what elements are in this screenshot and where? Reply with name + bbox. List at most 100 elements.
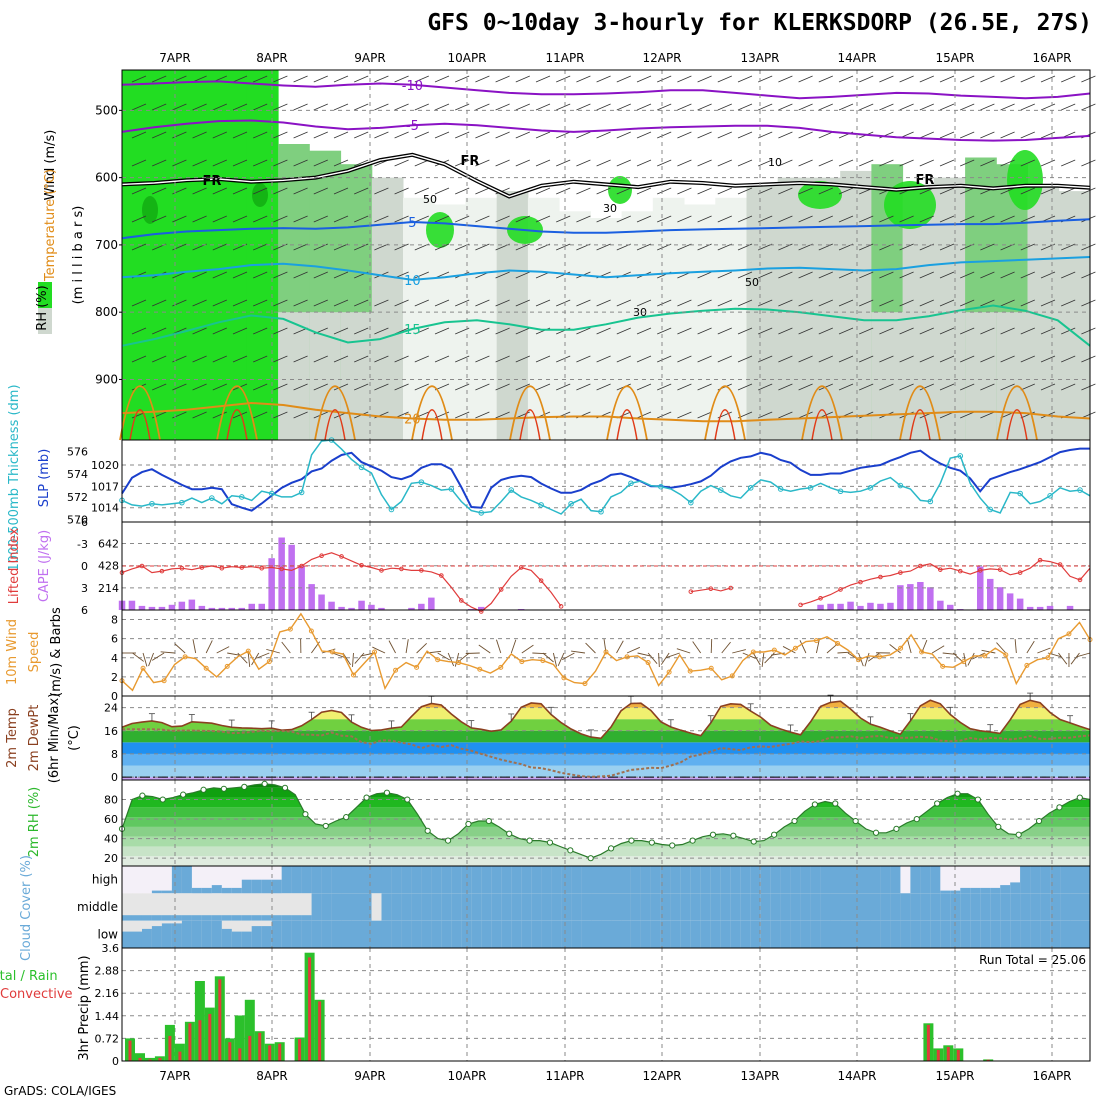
wind-barb — [758, 243, 773, 251]
temp-band — [122, 777, 1090, 780]
cloud-clear — [191, 866, 203, 894]
cloud-cell — [151, 890, 163, 894]
wind-barb — [657, 215, 672, 223]
cape-bar — [358, 600, 365, 610]
wind-barb — [1020, 75, 1035, 83]
wind-barb — [515, 411, 530, 419]
cloud-cell — [521, 893, 532, 921]
rh-band — [122, 856, 1090, 866]
wind-barb — [354, 131, 369, 139]
cloud-cell — [830, 893, 841, 921]
wind-barb — [535, 215, 551, 223]
wind-point — [224, 663, 230, 669]
rh-contour-label: 50 — [423, 193, 437, 206]
wind-barb — [636, 383, 652, 391]
wind-barb — [838, 383, 854, 391]
wind-barb — [434, 355, 450, 363]
wind-point — [203, 665, 209, 671]
wind-barb — [818, 131, 833, 139]
cloud-cell — [581, 893, 592, 921]
wind-barb — [1020, 299, 1035, 307]
wind-barb — [192, 103, 207, 111]
cloud-cell — [541, 866, 552, 894]
wind-barb — [293, 355, 308, 363]
y-tick-label: 0 — [111, 771, 118, 784]
y-tick-label: 6 — [111, 633, 118, 646]
rh-point — [771, 831, 778, 838]
li-tick-label: -6 — [77, 516, 88, 529]
isotherm-hot — [421, 408, 443, 441]
cloud-cell — [301, 866, 312, 894]
wind-barb — [394, 299, 409, 307]
li-point — [439, 573, 444, 578]
isotherm-10 — [121, 256, 1091, 281]
wind-barb — [1040, 75, 1056, 83]
li-point — [818, 595, 823, 601]
cloud-cell — [970, 893, 981, 921]
cloud-cell — [181, 866, 193, 894]
date-label: 12APR — [642, 51, 681, 65]
cloud-cell — [980, 893, 991, 921]
wind-barb — [939, 215, 955, 223]
thickness-tick-label: 576 — [67, 445, 88, 458]
isotherm--5 — [121, 119, 1091, 142]
wind-barb — [939, 159, 955, 167]
wind-barb — [778, 159, 793, 167]
cloud-cell — [241, 931, 253, 948]
rh-point — [546, 839, 554, 846]
rh-colorbar-label: RH (%) — [35, 285, 50, 330]
wind-barb — [859, 355, 874, 363]
isotherm--10 — [121, 80, 1091, 100]
wind-barb — [657, 187, 672, 195]
cloud-cell — [381, 866, 392, 894]
wind-barb — [495, 299, 510, 307]
rh-cell — [871, 312, 904, 440]
wind-barb — [576, 103, 591, 111]
cloud-cell — [341, 920, 352, 948]
cloud-cell — [970, 920, 981, 948]
cloud-cell — [780, 893, 791, 921]
cloud-cell — [401, 866, 412, 894]
wind-barb — [798, 103, 813, 111]
wind-barb — [960, 383, 975, 391]
wind-barb — [1000, 187, 1015, 195]
wind-barb — [212, 131, 227, 139]
wind-barb — [333, 299, 349, 307]
cloud-cell — [660, 866, 672, 894]
cloud-cell — [221, 887, 233, 894]
wind-barb — [1040, 299, 1056, 307]
wind-barb — [636, 131, 652, 139]
cape-tick-label: 428 — [98, 560, 119, 573]
cloud-cell — [521, 866, 532, 894]
wind-barb — [737, 131, 753, 139]
wind-barb — [1000, 327, 1015, 335]
li-point — [458, 598, 464, 603]
thickness-point — [807, 485, 814, 491]
isotherm-label: 10 — [404, 274, 421, 289]
cloud-cell — [640, 920, 652, 948]
cloud-cell — [1010, 893, 1021, 921]
wind-barb — [859, 159, 874, 167]
wind-barb — [556, 243, 571, 251]
cloud-cell — [621, 920, 632, 948]
wind-barb — [192, 639, 197, 654]
wind-barb — [556, 215, 571, 223]
rh-point — [852, 817, 859, 825]
cloud-cell — [301, 915, 312, 921]
rh-point — [159, 796, 166, 803]
precip-convective-bar — [248, 1035, 252, 1061]
wind-barb — [721, 641, 731, 654]
cloud-cell — [840, 920, 851, 948]
wind-barb — [657, 355, 672, 363]
wind-barb — [455, 411, 470, 419]
wind-barb — [354, 75, 369, 83]
slp-axis-label: SLP (mb) — [37, 449, 52, 508]
wind-axis-label-1: 10m Wind — [5, 619, 20, 685]
wind-speed-line — [121, 612, 1091, 692]
li-point — [1017, 570, 1023, 575]
cape-bar — [1016, 598, 1024, 610]
wind-barb — [799, 640, 807, 654]
cape-bar — [238, 607, 245, 610]
thickness-point — [688, 499, 694, 506]
wind-point — [1024, 662, 1030, 668]
